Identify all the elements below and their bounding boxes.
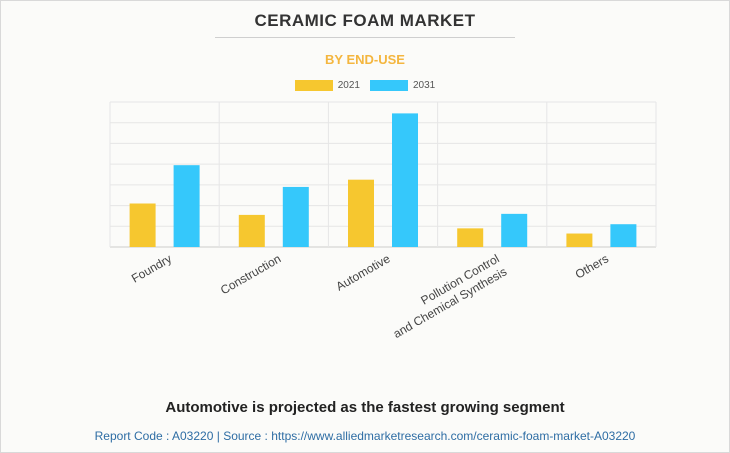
category-label-3: Pollution Controland Chemical Synthesis (383, 251, 509, 340)
bar-2021-0 (129, 203, 156, 247)
footer-source: Report Code : A03220 | Source : https://… (0, 429, 730, 443)
category-label-1: Construction (218, 251, 283, 297)
legend-label-2031: 2031 (413, 80, 436, 91)
bar-2031-1 (282, 186, 309, 247)
source-link[interactable]: Source : https://www.alliedmarketresearc… (223, 429, 636, 443)
legend-label-2021: 2021 (337, 80, 360, 91)
category-label-4: Others (573, 251, 611, 281)
category-label-2: Automotive (334, 251, 393, 293)
bar-2021-2 (348, 179, 374, 247)
title-divider (215, 37, 515, 38)
source-separator: | (216, 429, 220, 443)
bar-2031-0 (173, 165, 200, 247)
report-code: Report Code : A03220 (94, 429, 214, 443)
chart-subtitle: BY END-USE (325, 52, 405, 67)
legend-item-2021: 2021 (294, 80, 360, 91)
footer-headline: Automotive is projected as the fastest g… (165, 399, 565, 416)
legend-item-2031: 2031 (370, 80, 435, 91)
bar-2031-4 (610, 224, 637, 247)
bar-2031-3 (501, 213, 528, 247)
bar-2021-1 (238, 214, 265, 247)
legend-swatch-2021 (294, 80, 333, 91)
bar-chart: Foundry Construction Automotive Pollution C… (109, 101, 657, 341)
chart-title: CERAMIC FOAM MARKET (254, 11, 476, 30)
bar-2021-3 (457, 228, 484, 247)
legend-swatch-2031 (370, 80, 408, 91)
chart-legend: 2021 2031 (0, 80, 730, 91)
bar-2021-4 (566, 233, 593, 247)
category-label-0: Foundry (129, 251, 174, 285)
bar-2031-2 (392, 113, 418, 248)
